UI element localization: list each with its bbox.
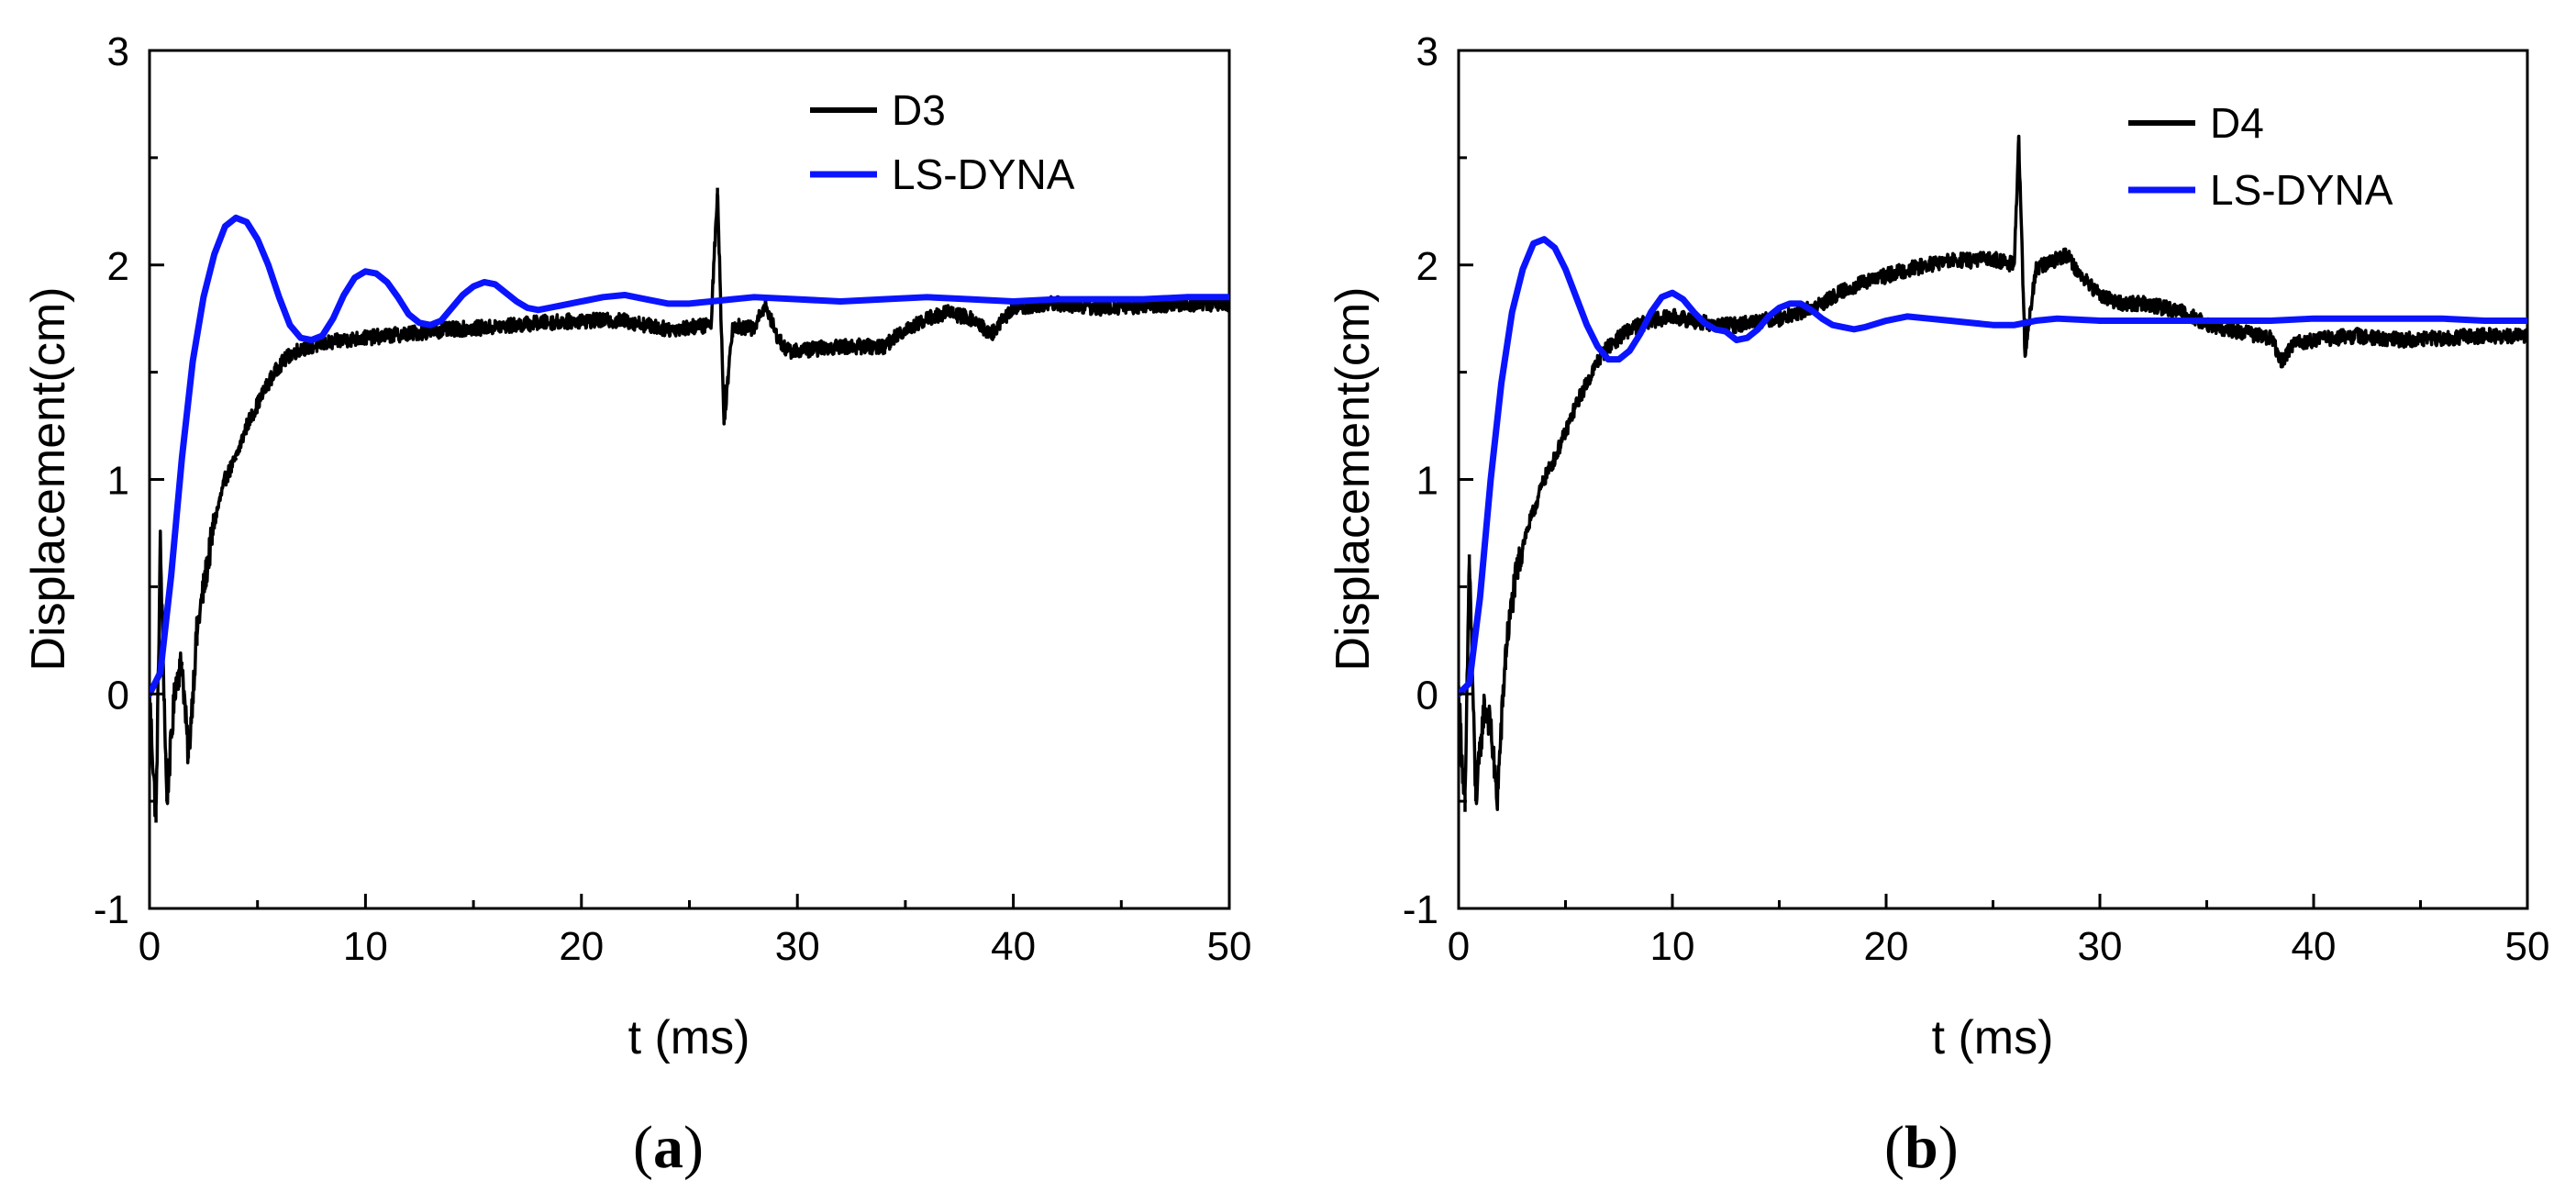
y-tick-label-a-3: 3 xyxy=(107,29,129,74)
x-tick-label-a-30: 30 xyxy=(775,924,820,969)
y-tick-label-b-1: 1 xyxy=(1416,459,1438,504)
y-tick-label-b--1: -1 xyxy=(1403,887,1438,932)
y-tick-label-b-0: 0 xyxy=(1416,673,1438,718)
y-tick-label-a-2: 2 xyxy=(107,244,129,289)
x-tick-label-b-50: 50 xyxy=(2505,924,2550,969)
panel-label-a: (a) xyxy=(633,1114,704,1181)
legend-label-d3: D3 xyxy=(892,86,946,134)
x-tick-label-b-30: 30 xyxy=(2078,924,2123,969)
y-axis-title-a: Displacement(cm) xyxy=(22,287,75,672)
legend-label-lsdyna-a: LS-DYNA xyxy=(892,150,1075,198)
x-tick-label-a-0: 0 xyxy=(139,924,161,969)
x-tick-label-a-10: 10 xyxy=(343,924,388,969)
x-tick-label-b-10: 10 xyxy=(1650,924,1695,969)
y-tick-label-a--1: -1 xyxy=(94,887,129,932)
panel-label-b: (b) xyxy=(1884,1114,1959,1181)
y-axis-title-b: Displacement(cm) xyxy=(1327,287,1380,672)
legend-b: D4 LS-DYNA xyxy=(2128,99,2393,214)
series-line-a-ls-dyna xyxy=(150,214,1229,697)
x-tick-label-b-0: 0 xyxy=(1448,924,1470,969)
legend-a: D3 LS-DYNA xyxy=(810,86,1075,198)
panel-label-b-letter: b xyxy=(1904,1114,1938,1181)
x-tick-label-a-50: 50 xyxy=(1207,924,1252,969)
legend-label-d4: D4 xyxy=(2210,99,2264,147)
legend-label-lsdyna-b: LS-DYNA xyxy=(2210,166,2393,214)
x-tick-label-a-20: 20 xyxy=(559,924,604,969)
x-tick-label-b-20: 20 xyxy=(1864,924,1909,969)
y-tick-label-a-1: 1 xyxy=(107,459,129,504)
y-tick-label-a-0: 0 xyxy=(107,673,129,718)
x-tick-label-b-40: 40 xyxy=(2292,924,2337,969)
y-tick-label-b-3: 3 xyxy=(1416,29,1438,74)
data-layer-a xyxy=(150,187,1229,823)
panel-label-a-letter: a xyxy=(653,1114,683,1181)
y-tick-label-b-2: 2 xyxy=(1416,244,1438,289)
x-axis-title-b: t (ms) xyxy=(1932,1011,2054,1064)
x-tick-label-a-40: 40 xyxy=(991,924,1036,969)
data-layer-b xyxy=(1459,134,2527,812)
x-axis-title-a: t (ms) xyxy=(628,1011,750,1064)
series-line-b-d4 xyxy=(1459,134,2527,812)
series-line-b-ls-dyna xyxy=(1459,236,2527,697)
series-line-a-d3 xyxy=(150,187,1229,823)
